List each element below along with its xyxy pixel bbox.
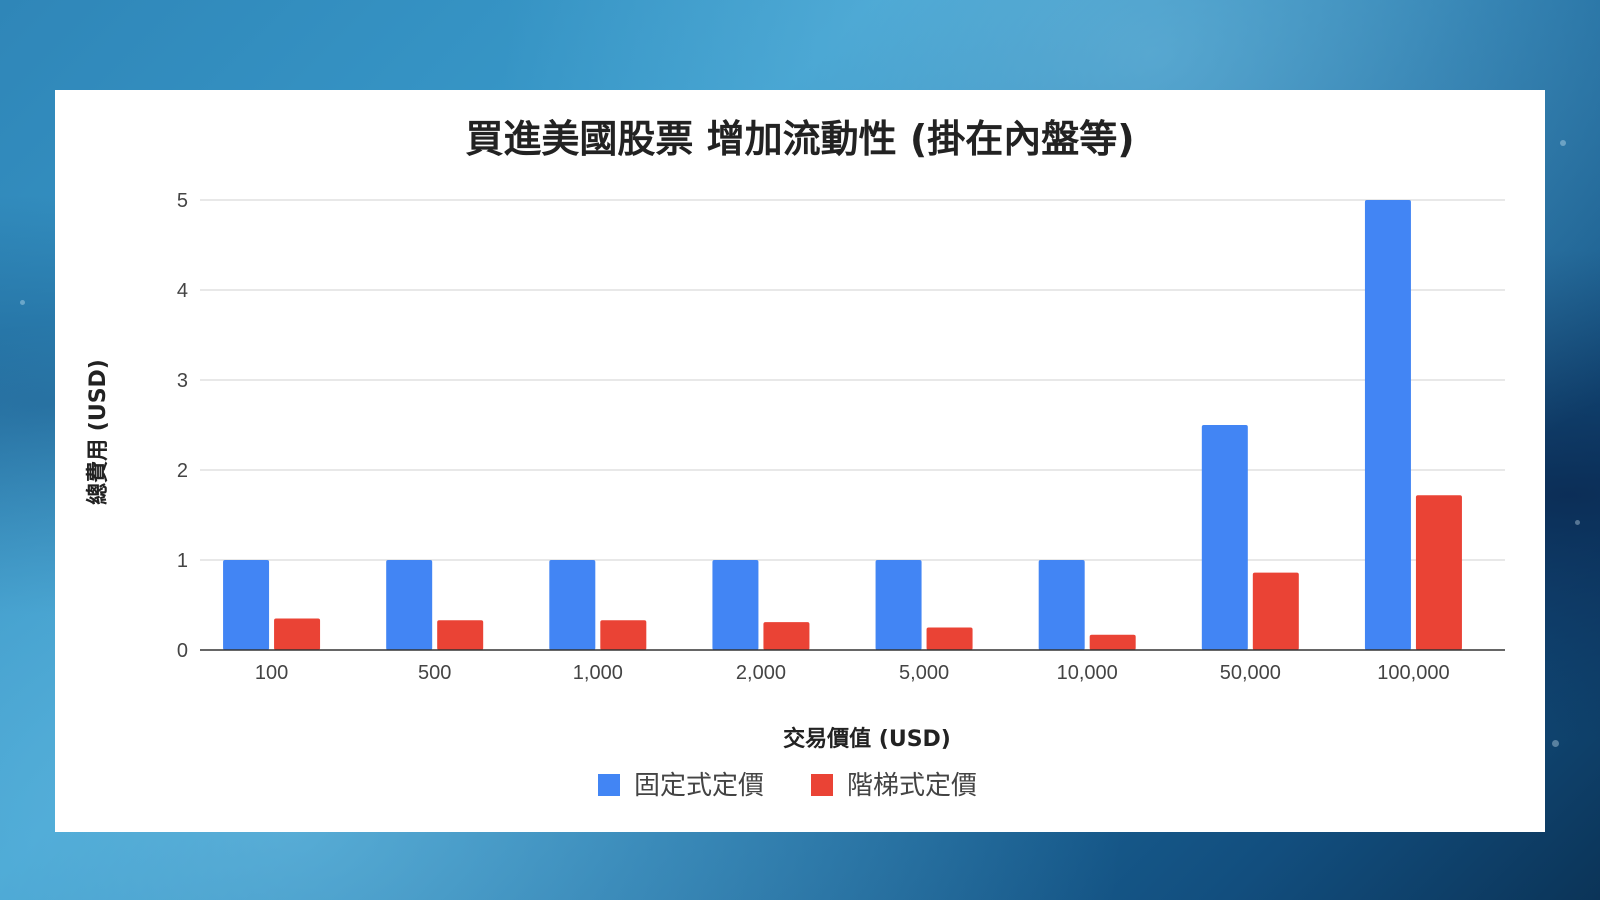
y-axis-title: 總費用 (USD) <box>85 359 111 505</box>
y-tick-label: 4 <box>177 280 188 302</box>
bar-tiered-1 <box>437 620 484 650</box>
chart-title: 買進美國股票 增加流動性 (掛在內盤等) <box>465 117 1134 161</box>
y-axis-ticks: 0 1 2 3 4 5 <box>177 190 188 662</box>
x-tick-label: 100,000 <box>1377 662 1449 684</box>
bar-fixed-0 <box>223 560 270 650</box>
bar-fixed-1 <box>386 560 433 650</box>
legend-swatch-1 <box>811 774 833 796</box>
bar-chart: 買進美國股票 增加流動性 (掛在內盤等) 0 1 2 3 4 5 100 500 1,000 2… <box>85 117 1505 801</box>
bar-fixed-2 <box>549 560 596 650</box>
bar-fixed-5 <box>1038 560 1085 650</box>
x-tick-label: 100 <box>255 662 288 684</box>
y-tick-label: 5 <box>177 190 188 212</box>
background-speck <box>20 300 25 305</box>
gridlines <box>200 199 1505 561</box>
background-speck <box>1560 140 1566 146</box>
x-tick-label: 50,000 <box>1220 662 1281 684</box>
chart-card: 買進美國股票 增加流動性 (掛在內盤等) 0 1 2 3 4 5 100 500 1,000 2… <box>55 90 1545 832</box>
bar-tiered-2 <box>600 620 647 650</box>
bar-tiered-0 <box>274 618 321 650</box>
x-tick-label: 1,000 <box>573 662 623 684</box>
x-tick-label: 2,000 <box>736 662 786 684</box>
bar-fixed-7 <box>1364 200 1411 650</box>
bar-tiered-5 <box>1089 634 1136 650</box>
bar-fixed-4 <box>875 560 922 650</box>
x-tick-label: 500 <box>418 662 451 684</box>
bar-tiered-3 <box>763 622 810 650</box>
legend-swatch-0 <box>598 774 620 796</box>
bar-fixed-3 <box>712 560 759 650</box>
legend-label-0: 固定式定價 <box>634 771 764 801</box>
legend-label-1: 階梯式定價 <box>847 771 977 801</box>
legend: 固定式定價 階梯式定價 <box>598 771 977 801</box>
x-tick-label: 10,000 <box>1057 662 1118 684</box>
background-speck <box>1575 520 1580 525</box>
y-tick-label: 1 <box>177 550 188 572</box>
background-speck <box>1552 740 1559 747</box>
x-tick-label: 5,000 <box>899 662 949 684</box>
bar-tiered-4 <box>926 627 973 650</box>
bar-tiered-7 <box>1415 495 1462 650</box>
bar-tiered-6 <box>1252 572 1299 650</box>
y-tick-label: 3 <box>177 370 188 392</box>
bars <box>223 200 1462 650</box>
x-axis-ticks: 100 500 1,000 2,000 5,000 10,000 50,000 100,000 <box>255 662 1450 684</box>
bar-fixed-6 <box>1201 425 1248 650</box>
y-tick-label: 2 <box>177 460 188 482</box>
x-axis-title: 交易價值 (USD) <box>783 726 951 752</box>
y-tick-label: 0 <box>177 640 188 662</box>
